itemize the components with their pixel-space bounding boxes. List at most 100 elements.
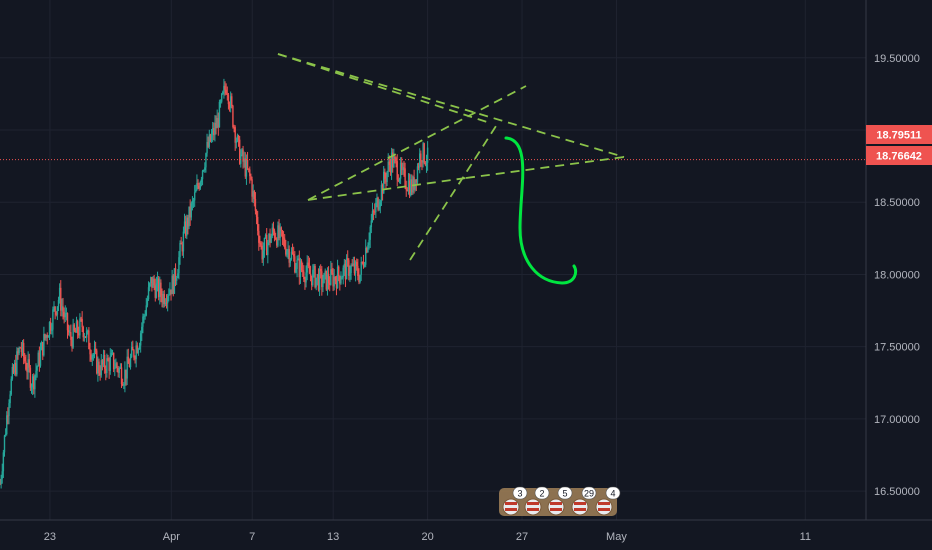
- candle-body[interactable]: [147, 287, 150, 300]
- candle-body[interactable]: [148, 283, 151, 288]
- candle-body[interactable]: [209, 134, 212, 142]
- candle-body[interactable]: [187, 217, 189, 227]
- candle-body[interactable]: [157, 278, 160, 297]
- candle-body[interactable]: [45, 334, 47, 339]
- candle-body[interactable]: [234, 127, 236, 143]
- candle-body[interactable]: [183, 221, 186, 232]
- candle-body[interactable]: [298, 258, 301, 278]
- candle-body[interactable]: [334, 276, 337, 281]
- candle-body[interactable]: [417, 166, 420, 168]
- event-badge[interactable]: 4: [595, 486, 621, 516]
- candle-body[interactable]: [127, 356, 129, 364]
- candle-body[interactable]: [27, 359, 29, 373]
- candle-body[interactable]: [118, 368, 120, 373]
- candle-body[interactable]: [117, 368, 119, 373]
- candle-body[interactable]: [61, 306, 63, 311]
- candle-body[interactable]: [380, 184, 383, 202]
- candle-body[interactable]: [150, 277, 152, 284]
- candle-body[interactable]: [272, 227, 275, 231]
- candle-body[interactable]: [125, 369, 127, 379]
- candle-body[interactable]: [195, 189, 197, 193]
- candle-body[interactable]: [420, 153, 422, 161]
- candle-body[interactable]: [170, 289, 172, 295]
- candle-body[interactable]: [287, 248, 289, 251]
- candle-body[interactable]: [260, 243, 262, 246]
- candle-body[interactable]: [163, 293, 165, 305]
- candle-body[interactable]: [360, 261, 362, 275]
- candle-body[interactable]: [165, 302, 168, 304]
- candle-body[interactable]: [350, 265, 352, 274]
- candle-body[interactable]: [129, 356, 132, 368]
- candle-body[interactable]: [19, 347, 21, 349]
- candle-body[interactable]: [393, 156, 395, 168]
- candle-body[interactable]: [180, 243, 182, 245]
- candle-body[interactable]: [12, 366, 15, 373]
- candle-body[interactable]: [255, 210, 258, 217]
- candle-body[interactable]: [162, 293, 164, 303]
- candle-body[interactable]: [223, 85, 225, 92]
- candle-body[interactable]: [403, 167, 405, 169]
- candle-body[interactable]: [269, 233, 271, 243]
- candle-body[interactable]: [56, 306, 59, 315]
- candle-body[interactable]: [399, 162, 402, 179]
- candle-body[interactable]: [116, 363, 118, 369]
- candle-body[interactable]: [119, 367, 122, 369]
- candle-body[interactable]: [124, 369, 126, 385]
- candle-body[interactable]: [135, 345, 137, 360]
- candle-body[interactable]: [24, 356, 26, 362]
- candle-body[interactable]: [270, 236, 272, 243]
- candle-body[interactable]: [318, 268, 321, 290]
- candle-body[interactable]: [101, 360, 104, 365]
- candle-body[interactable]: [309, 273, 312, 276]
- candle-body[interactable]: [196, 183, 198, 190]
- candle-body[interactable]: [249, 169, 251, 177]
- candle-body[interactable]: [271, 227, 274, 237]
- candle-body[interactable]: [406, 189, 409, 191]
- candle-body[interactable]: [339, 276, 341, 284]
- candle-body[interactable]: [175, 278, 178, 281]
- candle-body[interactable]: [55, 311, 57, 315]
- candle-body[interactable]: [151, 277, 153, 288]
- candle-body[interactable]: [341, 277, 343, 280]
- candle-body[interactable]: [164, 302, 167, 305]
- candle-body[interactable]: [37, 352, 39, 367]
- candle-body[interactable]: [261, 245, 263, 260]
- candle-body[interactable]: [314, 265, 316, 288]
- candle-body[interactable]: [347, 258, 349, 261]
- candle-body[interactable]: [70, 332, 72, 340]
- candle-body[interactable]: [1, 471, 3, 479]
- candle-body[interactable]: [40, 342, 43, 351]
- candle-body[interactable]: [99, 373, 101, 376]
- candle-body[interactable]: [111, 352, 114, 354]
- candle-body[interactable]: [419, 153, 421, 168]
- candle-body[interactable]: [425, 162, 428, 165]
- candle-body[interactable]: [26, 369, 28, 373]
- candle-body[interactable]: [54, 306, 56, 312]
- candle-body[interactable]: [123, 384, 125, 386]
- candle-body[interactable]: [92, 354, 95, 356]
- candle-body[interactable]: [63, 311, 65, 318]
- candle-body[interactable]: [331, 269, 333, 273]
- candle-body[interactable]: [268, 233, 270, 243]
- candle-body[interactable]: [327, 273, 330, 284]
- candle-body[interactable]: [39, 350, 42, 366]
- candle-body[interactable]: [241, 149, 243, 155]
- candle-body[interactable]: [152, 278, 154, 288]
- candle-body[interactable]: [228, 104, 231, 108]
- candle-body[interactable]: [166, 295, 169, 304]
- candle-body[interactable]: [229, 96, 232, 108]
- candle-body[interactable]: [316, 274, 319, 278]
- candle-body[interactable]: [46, 334, 48, 338]
- candle-body[interactable]: [371, 211, 374, 221]
- candle-body[interactable]: [141, 326, 143, 334]
- candle-body[interactable]: [273, 230, 276, 239]
- candle-body[interactable]: [64, 313, 66, 318]
- time-axis[interactable]: 23 Apr 7 13 20 27 May 11: [0, 519, 932, 550]
- candle-body[interactable]: [215, 122, 217, 129]
- candle-body[interactable]: [297, 258, 299, 260]
- candle-body[interactable]: [16, 351, 18, 375]
- candle-body[interactable]: [208, 134, 211, 147]
- candle-body[interactable]: [62, 306, 64, 312]
- candle-body[interactable]: [155, 283, 158, 298]
- candle-body[interactable]: [276, 238, 278, 246]
